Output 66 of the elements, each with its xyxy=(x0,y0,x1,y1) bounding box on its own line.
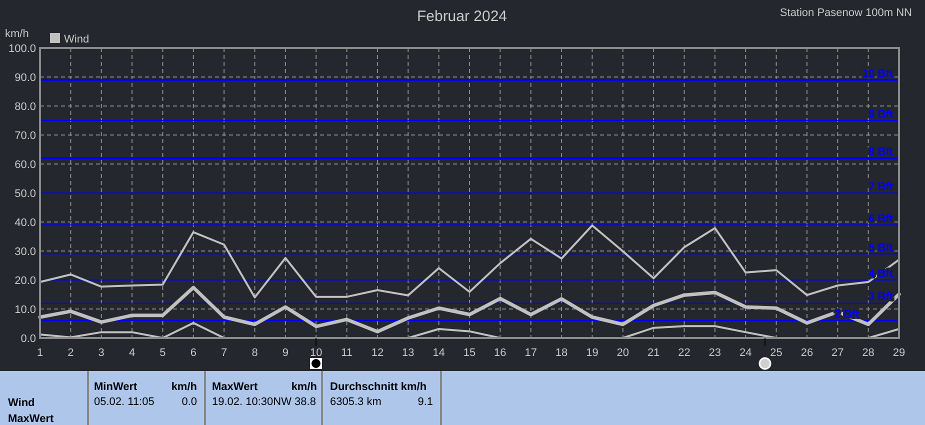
x-tick-label: 22 xyxy=(678,347,690,359)
x-tick-label: 15 xyxy=(463,347,476,359)
x-tick-label: 24 xyxy=(739,347,752,359)
x-tick-label: 8 xyxy=(252,347,258,359)
x-tick-label: 19 xyxy=(586,347,598,359)
y-tick-label: 100.0 xyxy=(8,43,36,55)
x-tick-label: 9 xyxy=(282,347,288,359)
y-tick-label: 0.0 xyxy=(20,333,36,345)
x-tick-label: 1 xyxy=(36,347,44,359)
y-tick-label: 50.0 xyxy=(14,188,36,200)
ref-line-label: 4 Bft xyxy=(868,268,894,280)
x-tick-label: 29 xyxy=(892,347,906,359)
y-axis-title: km/h xyxy=(5,28,29,40)
x-tick-label: 21 xyxy=(647,347,660,359)
y-tick-label: 30.0 xyxy=(14,246,36,258)
text: 19.02. 10:30NW 38.8 xyxy=(212,396,316,408)
text: MaxWert xyxy=(212,381,258,393)
y-tick-label: 10.0 xyxy=(14,304,36,316)
x-tick-label: 10 xyxy=(310,347,322,359)
x-tick-label: 17 xyxy=(524,347,537,359)
x-tick-label: 16 xyxy=(494,347,506,359)
y-tick-label: 80.0 xyxy=(14,101,36,113)
x-tick-label: 14 xyxy=(432,347,445,359)
ref-line-label: 8 Bft xyxy=(868,146,894,158)
x-tick-label: 6 xyxy=(190,347,196,359)
x-tick-label: 27 xyxy=(832,347,844,359)
text: 9.1 xyxy=(418,396,433,408)
text: MinWert xyxy=(94,381,138,393)
text: km/h xyxy=(171,381,198,393)
y-tick-label: 20.0 xyxy=(14,275,36,287)
ref-line-label: 6 Bft xyxy=(868,212,894,225)
x-tick-label: 11 xyxy=(341,347,352,359)
x-tick-label: 2 xyxy=(68,347,74,359)
y-tick-label: 40.0 xyxy=(14,217,36,229)
text: MaxWert xyxy=(8,413,54,425)
x-tick-label: 12 xyxy=(371,347,384,359)
chart-title: Februar 2024 xyxy=(416,8,508,25)
x-tick-label: 4 xyxy=(128,347,136,359)
x-tick-label: 20 xyxy=(616,347,630,359)
y-tick-label: 70.0 xyxy=(14,130,36,142)
legend-label: Wind xyxy=(64,34,90,46)
x-tick-label: 23 xyxy=(708,347,722,359)
x-tick-label: 3 xyxy=(98,347,104,359)
text: Wind xyxy=(8,397,35,409)
ref-line-label: 3 Bft xyxy=(868,291,894,304)
ref-line-label: 5 Bft xyxy=(868,242,894,254)
x-tick-label: 26 xyxy=(800,347,814,359)
ref-line-label: 7 Bft xyxy=(868,181,894,193)
x-tick-label: 13 xyxy=(402,347,414,359)
ref-line-label: 9 Bft xyxy=(868,108,894,120)
chart-subtitle: Station Pasenow 100m NN xyxy=(780,7,912,19)
text: km/h xyxy=(291,381,318,393)
x-tick-label: 7 xyxy=(221,347,228,359)
x-tick-label: 5 xyxy=(160,347,166,359)
ref-line-label: 10 Bft xyxy=(862,68,894,80)
x-tick-label: 25 xyxy=(770,347,782,359)
text: 6305.3 km xyxy=(330,396,382,408)
y-tick-label: 90.0 xyxy=(14,72,36,84)
text: 0.0 xyxy=(182,396,197,408)
y-tick-label: 60.0 xyxy=(14,159,36,171)
line-series xyxy=(38,286,901,334)
line-series xyxy=(39,224,900,298)
x-tick-label: 18 xyxy=(555,347,568,359)
x-tick-label: 28 xyxy=(862,347,874,359)
text: Durchschnitt km/h xyxy=(330,381,427,393)
text: 05.02. 11:05 xyxy=(94,396,154,408)
